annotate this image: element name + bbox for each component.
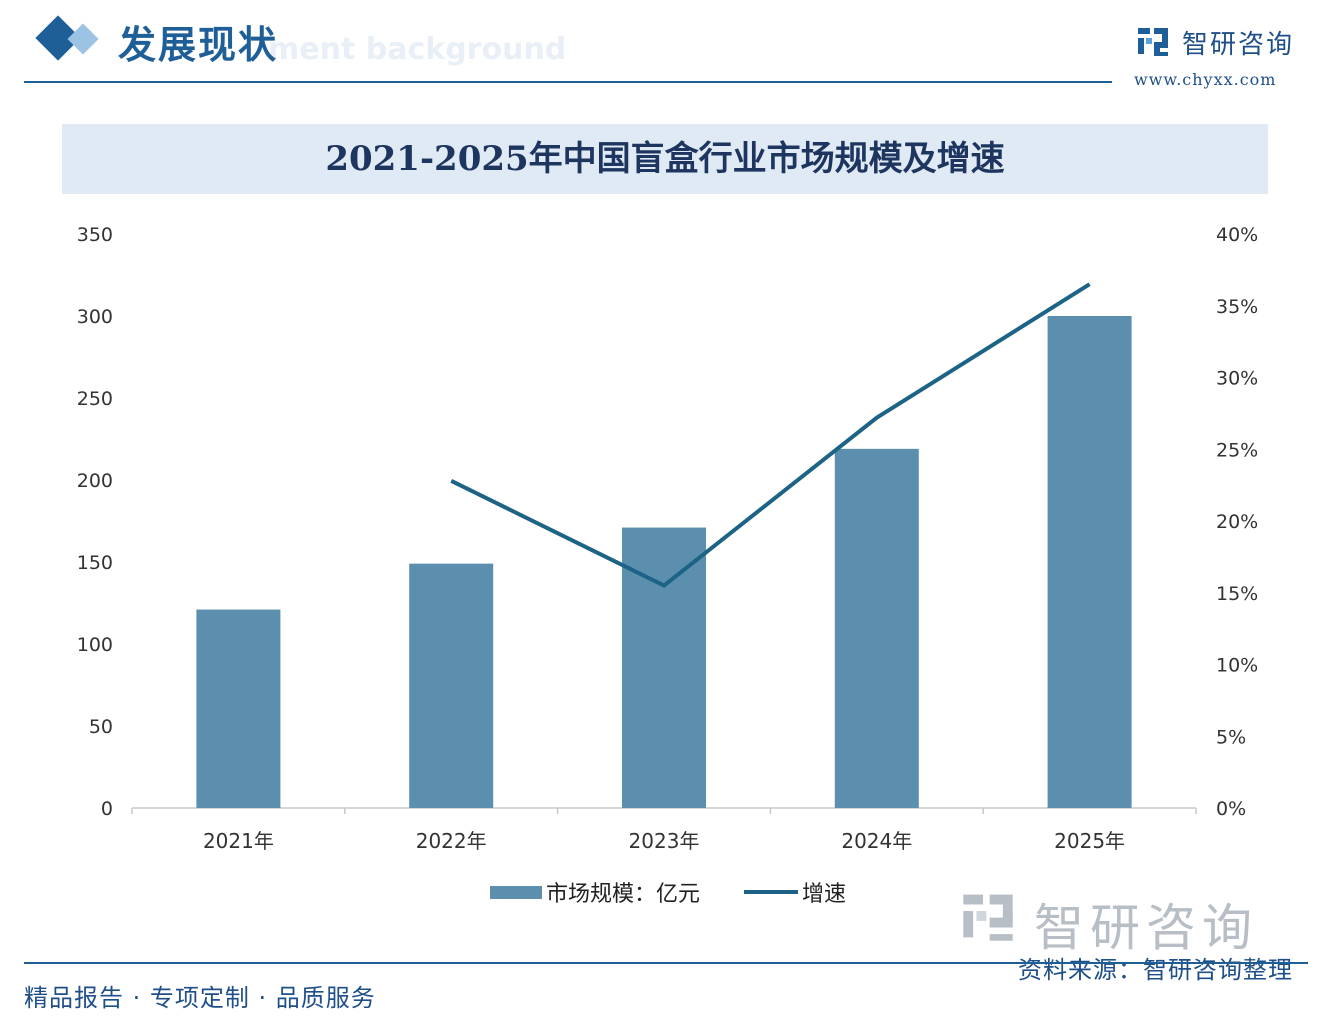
watermark-logo-icon (963, 894, 1013, 941)
bar (196, 609, 281, 808)
line-series-growth (450, 282, 1091, 588)
x-tick-label: 2021年 (203, 829, 274, 853)
section-subtitle: ment background (268, 32, 567, 67)
y-right-tick-label: 0% (1216, 798, 1246, 820)
legend-bar-label: 市场规模：亿元 (546, 882, 700, 907)
y-left-tick-label: 50 (89, 716, 113, 738)
y-left-tick-label: 250 (77, 388, 113, 410)
bar (834, 448, 919, 808)
y-left-tick-label: 300 (77, 306, 113, 328)
y-right-tick-label: 5% (1216, 726, 1246, 748)
y-right-tick-label: 10% (1216, 655, 1258, 677)
legend-bar-swatch (490, 886, 542, 899)
section-title: 发展现状 (118, 23, 279, 67)
y-right-tick-label: 15% (1216, 583, 1258, 605)
y-left-tick-label: 150 (77, 552, 113, 574)
y-left-tick-label: 0 (101, 798, 113, 820)
y-left-tick-label: 350 (77, 224, 113, 246)
bar (409, 563, 494, 808)
header-divider (24, 81, 1112, 83)
brand-name: 智研咨询 (1182, 30, 1295, 60)
legend-line-label: 增速 (802, 882, 846, 907)
footer-slogan: 精品报告 · 专项定制 · 品质服务 (24, 984, 376, 1012)
x-tick-label: 2022年 (416, 829, 487, 853)
y-right-tick-label: 20% (1216, 511, 1258, 533)
y-left-tick-label: 100 (77, 634, 113, 656)
x-tick-label: 2023年 (629, 829, 700, 853)
y-right-tick-label: 30% (1216, 368, 1258, 390)
y-right-tick-label: 25% (1216, 439, 1258, 461)
brand-logo-icon (1138, 28, 1168, 56)
chart-title-band: 2021-2025年中国盲盒行业市场规模及增速 (62, 124, 1268, 194)
bar (1047, 316, 1132, 808)
source-label: 资料来源：智研咨询整理 (1018, 956, 1293, 984)
header: ment background 发展现状 智研咨询 www.chyxx.com (0, 0, 1332, 90)
footer-divider (24, 962, 1308, 964)
x-tick-label: 2024年 (841, 829, 912, 853)
x-tick-label: 2025年 (1054, 829, 1125, 853)
y-right-tick-label: 40% (1216, 224, 1258, 246)
watermark-logo-text: 智研咨询 (1034, 899, 1258, 957)
brand-url: www.chyxx.com (1134, 70, 1277, 89)
bar (622, 527, 706, 808)
y-right-tick-label: 35% (1216, 296, 1258, 318)
y-left-tick-label: 200 (77, 470, 113, 492)
chart-title: 2021-2025年中国盲盒行业市场规模及增速 (325, 139, 1005, 179)
